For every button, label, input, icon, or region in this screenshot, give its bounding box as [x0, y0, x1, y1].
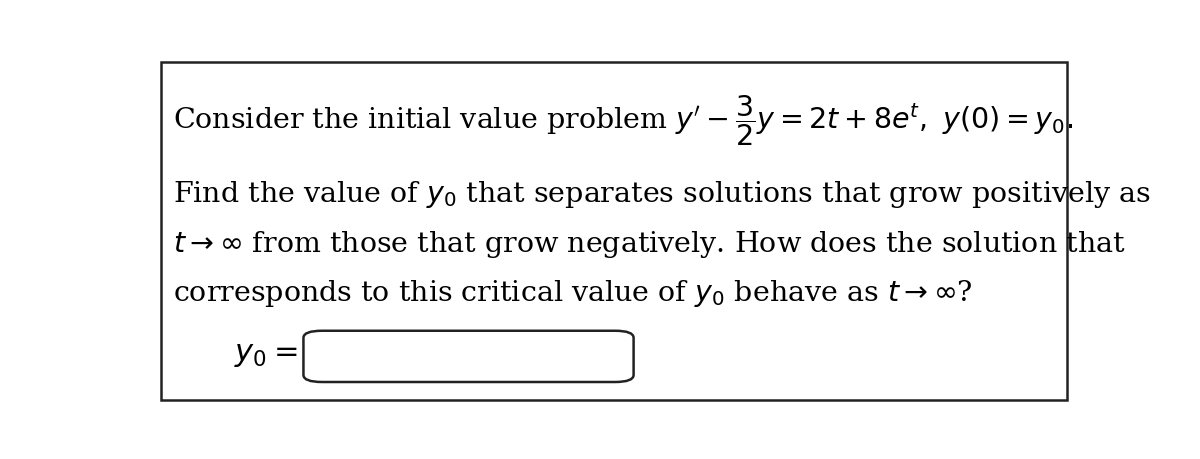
Text: $y_0 =$: $y_0 =$: [234, 338, 298, 369]
FancyBboxPatch shape: [161, 62, 1067, 400]
Text: Find the value of $y_0$ that separates solutions that grow positively as: Find the value of $y_0$ that separates s…: [173, 179, 1151, 210]
Text: $t \to \infty$ from those that grow negatively. How does the solution that: $t \to \infty$ from those that grow nega…: [173, 229, 1126, 260]
Text: Consider the initial value problem $y' - \dfrac{3}{2}y = 2t + 8e^{t},\ y(0) = y_: Consider the initial value problem $y' -…: [173, 93, 1073, 148]
FancyBboxPatch shape: [304, 331, 634, 382]
Text: corresponds to this critical value of $y_0$ behave as $t \to \infty$?: corresponds to this critical value of $y…: [173, 278, 973, 309]
